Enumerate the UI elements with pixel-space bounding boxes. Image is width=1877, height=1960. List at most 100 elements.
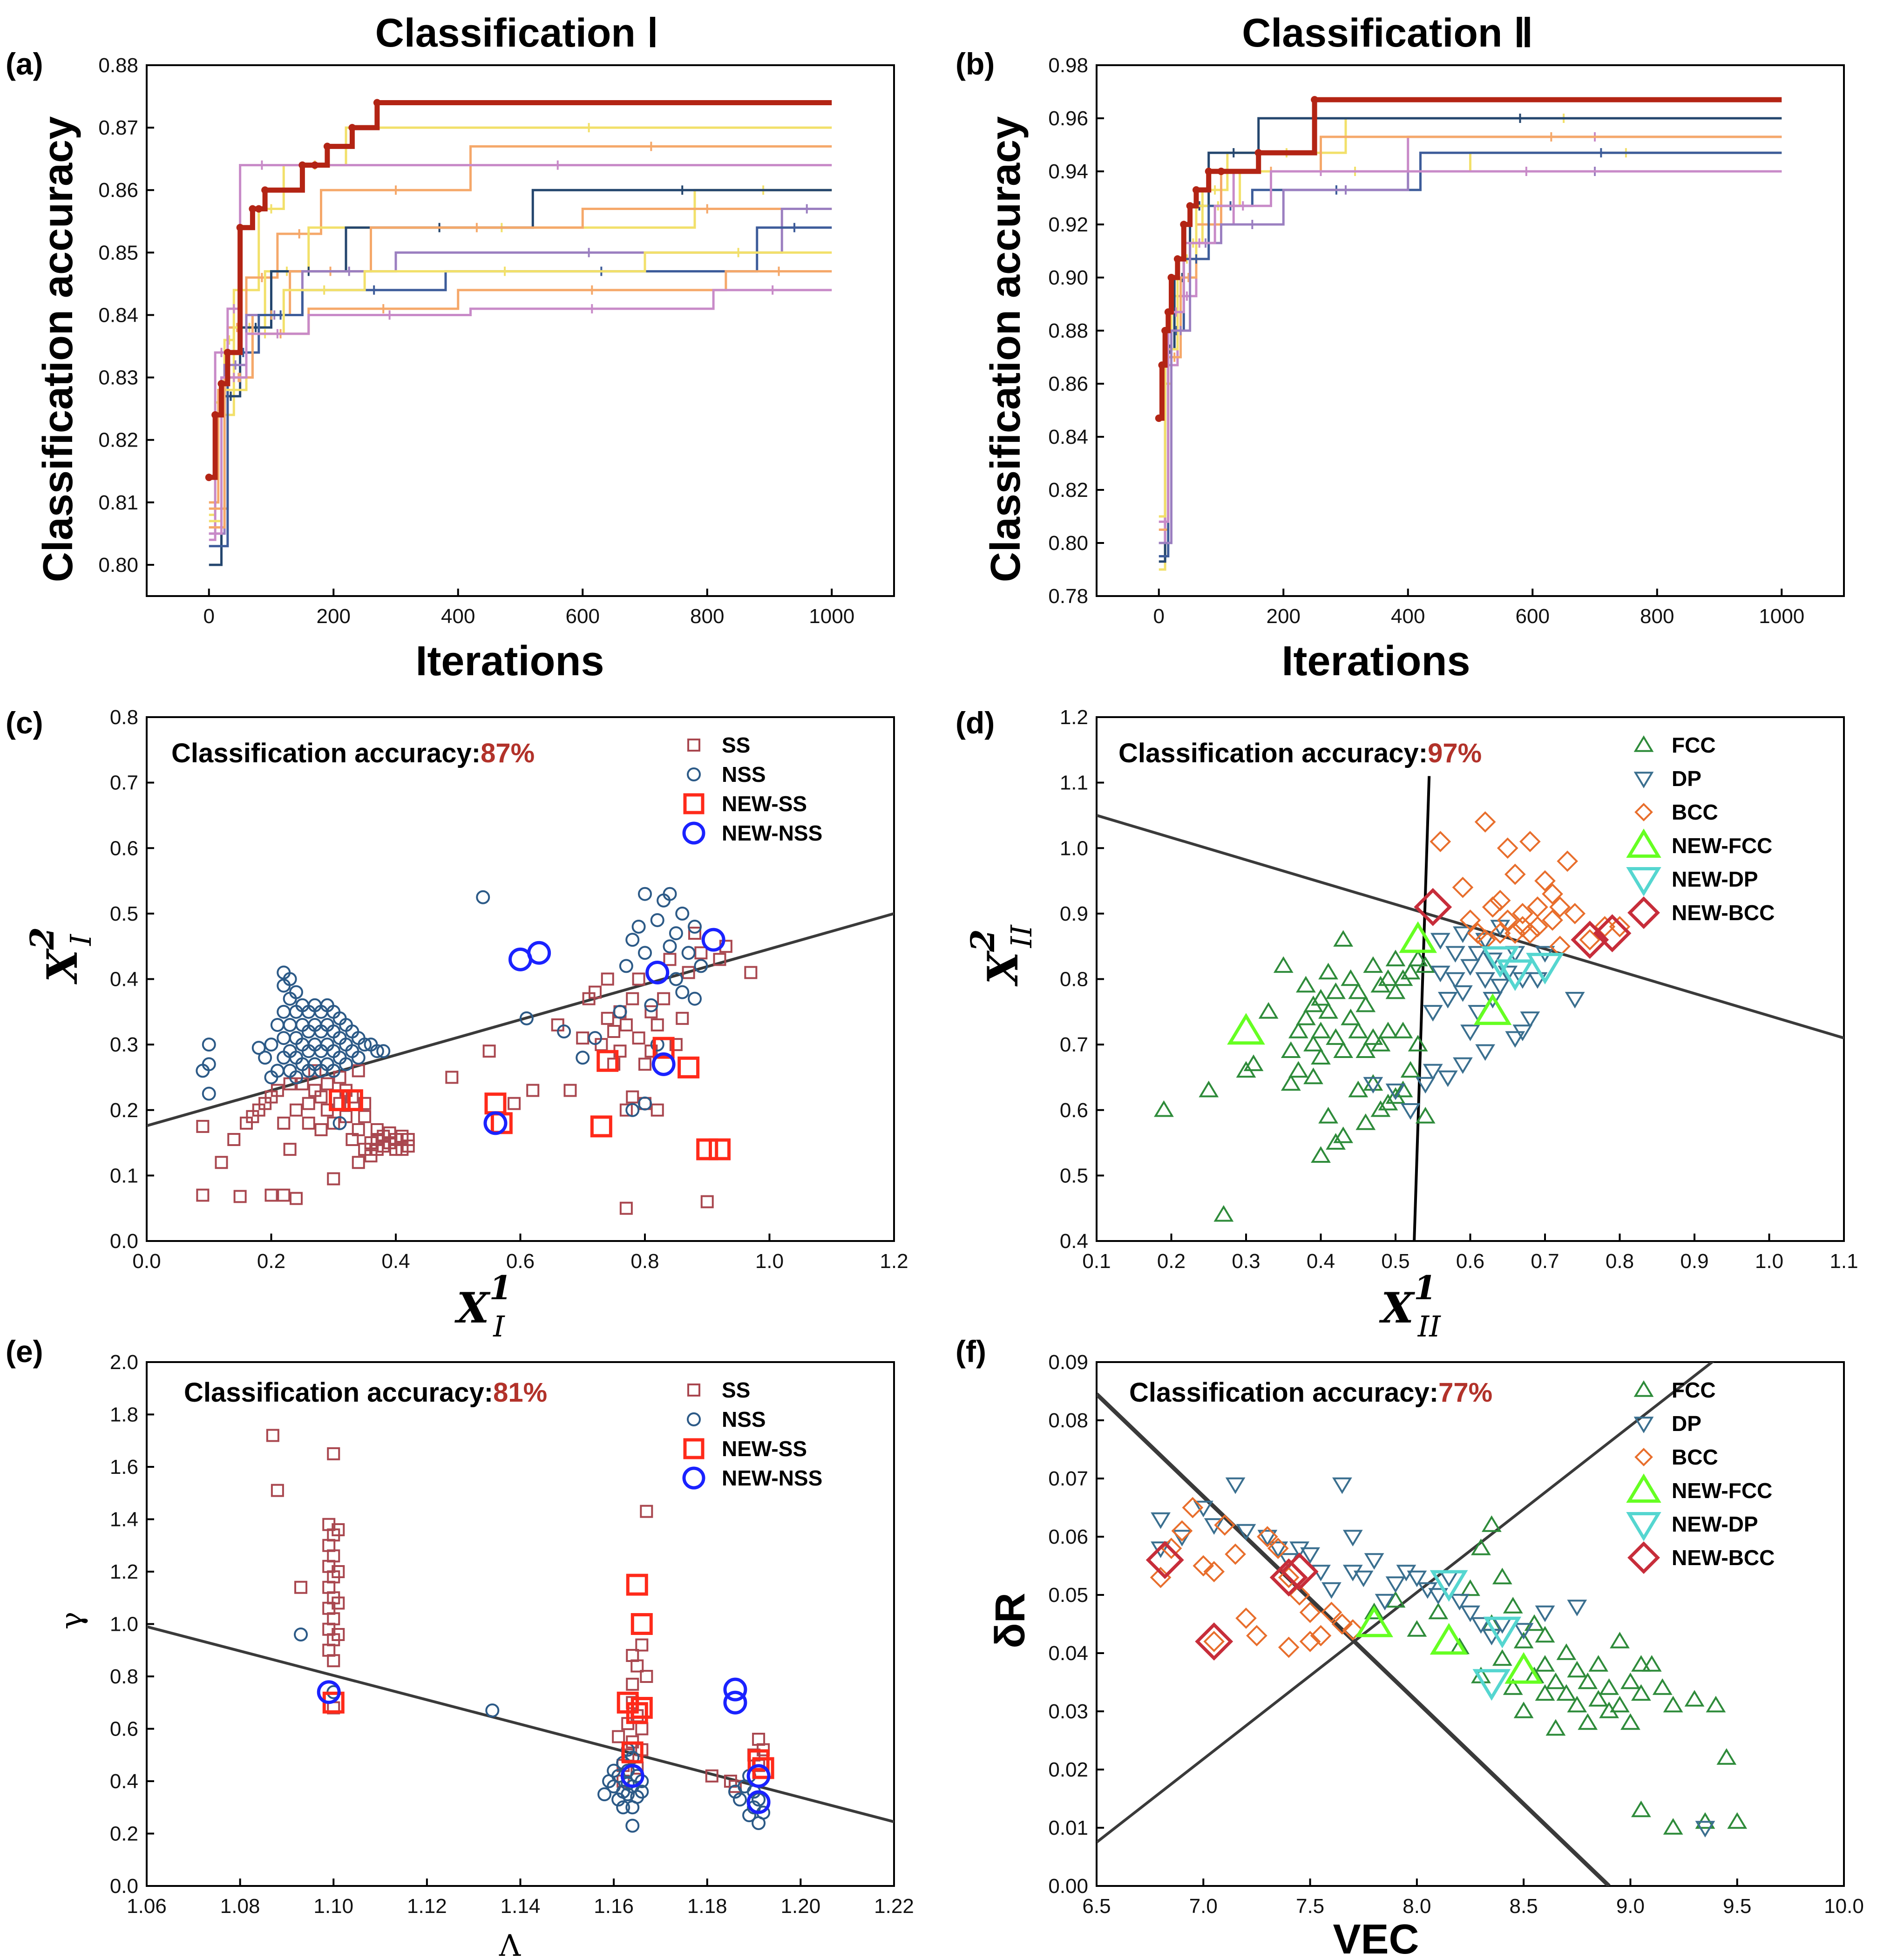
point-dp xyxy=(1289,1541,1310,1558)
point-dp xyxy=(1490,978,1511,996)
point-bcc xyxy=(1278,1636,1300,1658)
point-new-ss xyxy=(626,1702,648,1724)
panel-d-annotation: Classification accuracy:97% xyxy=(1118,738,1482,768)
legend-marker-new-ss xyxy=(683,793,705,814)
x-tick-label: 1.14 xyxy=(501,1895,541,1918)
point-ss xyxy=(327,1447,340,1460)
point-fcc xyxy=(1318,1106,1338,1124)
point-dp xyxy=(1385,1576,1406,1593)
point-nss xyxy=(202,1057,216,1072)
point-ss xyxy=(352,1064,365,1078)
point-dp xyxy=(1483,991,1503,1009)
legend-label: SS xyxy=(722,1378,750,1402)
point-bcc xyxy=(1519,831,1541,853)
y-tick-label: 0.80 xyxy=(1048,532,1088,555)
x-tick-label: 0.7 xyxy=(1531,1250,1559,1273)
panel-d-xlabel: X1 II xyxy=(1379,1268,1441,1343)
point-fcc xyxy=(1385,949,1406,967)
y-tick-label: 0.92 xyxy=(1048,213,1088,236)
y-tick-label: 1.0 xyxy=(1060,837,1088,860)
series-new-dp xyxy=(1430,1570,1522,1701)
point-ss xyxy=(619,1201,633,1215)
x-tick-label: 1.0 xyxy=(755,1250,784,1273)
x-tick-label: 0.6 xyxy=(1456,1250,1484,1273)
point-fcc xyxy=(1311,1048,1331,1065)
x-tick-label: 1.12 xyxy=(407,1895,447,1918)
point-nss xyxy=(576,1051,590,1065)
decision-boundary xyxy=(1097,1362,1714,1844)
series-new-nss xyxy=(483,928,725,1135)
legend-marker-new-bcc xyxy=(1627,1541,1660,1574)
scatter-group xyxy=(1097,776,1844,1241)
point-new-ss xyxy=(626,1573,648,1596)
point-new-nss xyxy=(527,941,551,965)
y-tick-label: 0.82 xyxy=(1048,479,1088,502)
point-dp xyxy=(1268,1541,1288,1558)
y-tick-label: 0.05 xyxy=(1048,1584,1088,1607)
point-new-nss xyxy=(651,1052,676,1076)
x-tick-label: 8.0 xyxy=(1403,1895,1431,1918)
point-ss xyxy=(302,1116,315,1130)
run-line xyxy=(1159,151,1782,518)
point-nss xyxy=(732,1792,747,1807)
x-tick-label: 0.1 xyxy=(1082,1250,1111,1273)
point-fcc xyxy=(1333,930,1354,947)
point-fcc xyxy=(1311,1022,1331,1038)
legend-label: NEW-BCC xyxy=(1672,1546,1775,1570)
legend-label: NEW-FCC xyxy=(1672,1478,1772,1503)
x-tick-label: 0 xyxy=(203,605,215,628)
x-tick-label: 0.8 xyxy=(1606,1250,1634,1273)
panel-a-label: (a) xyxy=(6,47,43,81)
point-dp xyxy=(1428,1588,1449,1605)
y-tick-label: 0.78 xyxy=(1048,585,1088,608)
best-run-point xyxy=(1161,327,1169,334)
y-tick-label: 0.8 xyxy=(110,706,138,729)
panel-b-ylabel: Classification accuracy xyxy=(983,116,1029,583)
point-bcc xyxy=(1267,1538,1289,1559)
point-fcc xyxy=(1355,1041,1376,1058)
point-fcc xyxy=(1535,1626,1555,1643)
point-fcc xyxy=(1213,1205,1234,1222)
point-bcc xyxy=(1512,903,1533,924)
point-ss xyxy=(626,1677,639,1691)
point-fcc xyxy=(1303,1035,1323,1051)
y-tick-label: 0.81 xyxy=(98,491,138,514)
point-ss xyxy=(728,1780,742,1793)
panel-f: (f) 6.5 7.0 7.5 8.0 8.5 9.0 9.5 10.0 0.00 0.01 0.0… xyxy=(955,1334,1864,1960)
series-new-fcc xyxy=(1227,921,1512,1045)
best-run-point xyxy=(311,161,319,169)
y-tick-label: 0.03 xyxy=(1048,1700,1088,1723)
best-run-point xyxy=(323,142,331,150)
point-ss xyxy=(632,1031,645,1045)
point-dp xyxy=(1460,959,1480,976)
point-ss xyxy=(482,1044,496,1058)
point-bcc xyxy=(1214,1514,1235,1536)
best-run-point xyxy=(1180,221,1188,228)
point-fcc xyxy=(1341,969,1361,986)
point-new-bcc xyxy=(1145,1541,1184,1579)
point-nss xyxy=(625,1750,640,1765)
point-dp xyxy=(1342,1565,1363,1581)
legend-label: NEW-FCC xyxy=(1672,834,1772,858)
point-fcc xyxy=(1311,1146,1331,1163)
point-dp xyxy=(1437,991,1458,1009)
point-bcc xyxy=(1203,1561,1225,1582)
panel-c-ylabel: X2I xyxy=(23,927,98,985)
y-tick-label: 1.6 xyxy=(110,1456,138,1478)
series-new-bcc xyxy=(1145,1541,1319,1661)
point-bcc xyxy=(1557,850,1578,872)
point-new-fcc xyxy=(1504,1652,1543,1684)
point-fcc xyxy=(1578,1672,1598,1689)
x-tick-label: 8.5 xyxy=(1510,1895,1538,1918)
runs-group xyxy=(1155,96,1782,571)
point-bcc xyxy=(1321,1601,1342,1623)
point-ss xyxy=(626,1090,639,1104)
point-dp xyxy=(1396,1565,1416,1581)
point-nss xyxy=(332,1116,347,1130)
legend-label: BCC xyxy=(1672,800,1718,824)
point-dp xyxy=(1695,1821,1715,1838)
point-bcc xyxy=(1504,863,1526,885)
scatter-group xyxy=(1097,1362,1748,1886)
point-bcc xyxy=(1278,1567,1300,1588)
point-fcc xyxy=(1663,1818,1683,1835)
